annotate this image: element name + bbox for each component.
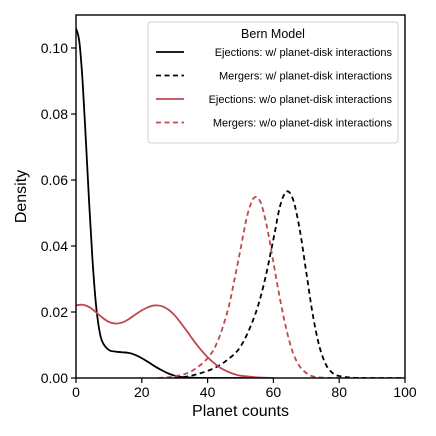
y-tick-label: 0.08	[41, 106, 68, 122]
series-line-4	[158, 195, 340, 378]
y-tick-label: 0.00	[41, 370, 68, 386]
x-tick-label: 40	[200, 384, 216, 400]
legend-title: Bern Model	[241, 27, 305, 41]
legend-label-2: Mergers: w/ planet-disk interactions	[219, 71, 393, 83]
legend-box	[147, 21, 399, 144]
y-axis-label: Density	[13, 170, 30, 223]
y-tick-label: 0.04	[41, 238, 68, 254]
x-tick-label: 60	[266, 384, 282, 400]
plot-frame	[75, 14, 406, 379]
x-tick-label: 0	[72, 384, 80, 400]
legend-label-1: Ejections: w/ planet-disk interactions	[215, 47, 393, 59]
series-line-3	[76, 303, 274, 378]
axes: 0 20 40 60 80 100 0.00 0.02 0.04 0.06 0.08 0.10 Plan…	[13, 14, 417, 420]
x-tick-label: 80	[331, 384, 347, 400]
x-tick-label: 100	[393, 384, 417, 400]
series-line-2	[174, 190, 405, 378]
legend: Bern Model Ejections: w/ planet-disk inte…	[147, 21, 399, 144]
y-tick-label: 0.10	[41, 40, 68, 56]
legend-label-3: Ejections: w/o planet-disk interactions	[209, 94, 393, 106]
y-tick-label: 0.02	[41, 304, 68, 320]
x-axis-label: Planet counts	[192, 403, 289, 420]
y-tick-label: 0.06	[41, 172, 68, 188]
legend-label-4: Mergers: w/o planet-disk interactions	[213, 118, 393, 130]
x-tick-label: 20	[134, 384, 150, 400]
plot-area	[76, 27, 405, 378]
series-line-1	[76, 27, 274, 378]
